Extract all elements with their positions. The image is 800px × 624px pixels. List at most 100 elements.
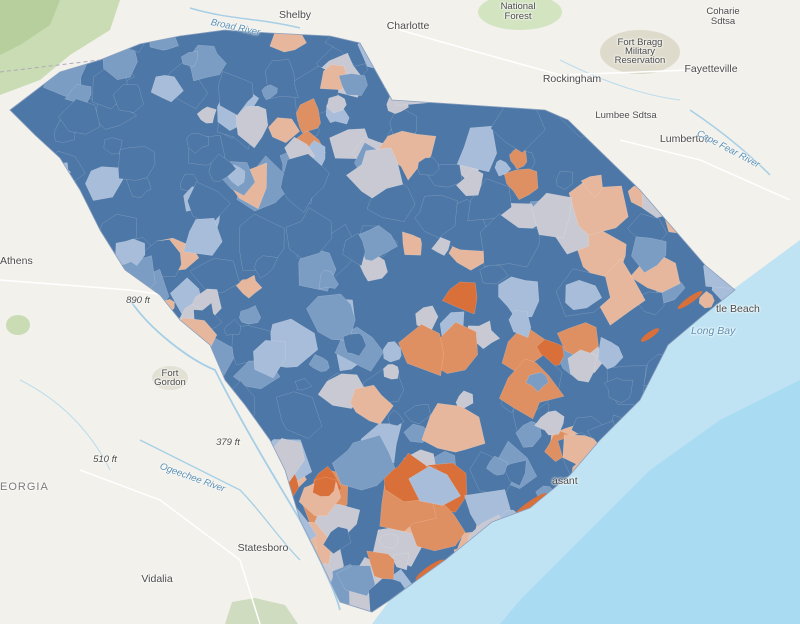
choropleth-tract[interactable] — [295, 98, 321, 133]
choropleth-tract[interactable] — [388, 409, 405, 426]
choropleth-tract[interactable] — [509, 147, 528, 170]
label-fort-gordon-1: Fort — [161, 368, 179, 379]
choropleth-tract[interactable] — [312, 476, 337, 497]
choropleth-tract[interactable] — [118, 146, 156, 181]
coastal-tract[interactable] — [639, 326, 660, 344]
choropleth-tract[interactable] — [498, 358, 565, 420]
choropleth-tract[interactable] — [276, 391, 323, 439]
label-lumberton: Lumberton — [659, 133, 711, 145]
coastal-tract[interactable] — [413, 557, 446, 584]
choropleth-tract[interactable] — [115, 238, 146, 267]
choropleth-tract[interactable] — [338, 73, 368, 96]
choropleth-tract[interactable] — [567, 349, 598, 383]
choropleth-tract[interactable] — [383, 364, 400, 380]
choropleth-tract[interactable] — [294, 377, 313, 391]
label-elevation-890: 890 ft — [126, 295, 150, 306]
minor-river-2 — [559, 59, 681, 101]
choropleth-tract[interactable] — [408, 465, 461, 506]
choropleth-tract[interactable] — [494, 159, 512, 177]
choropleth-tract[interactable] — [403, 404, 431, 425]
choropleth-tract[interactable] — [698, 290, 715, 309]
choropleth-tract[interactable] — [345, 147, 404, 199]
choropleth-tract[interactable] — [253, 340, 286, 379]
choropleth-tract[interactable] — [534, 410, 565, 436]
choropleth-tract[interactable] — [235, 105, 269, 149]
choropleth-tract[interactable] — [421, 402, 486, 453]
choropleth-tract[interactable] — [485, 455, 509, 476]
choropleth-tract[interactable] — [189, 258, 240, 294]
choropleth-tract[interactable] — [223, 319, 241, 336]
choropleth-tract[interactable] — [382, 341, 402, 363]
choropleth-tract[interactable] — [377, 130, 437, 181]
choropleth-tract[interactable] — [490, 105, 546, 154]
choropleth-tract[interactable] — [479, 263, 509, 285]
choropleth-tract[interactable] — [525, 372, 549, 393]
choropleth-tract[interactable] — [58, 98, 101, 135]
choropleth-tract[interactable] — [342, 232, 366, 267]
choropleth-tract[interactable] — [261, 84, 278, 101]
choropleth-tract[interactable] — [431, 236, 451, 256]
choropleth-tract[interactable] — [556, 170, 574, 190]
choropleth-tract[interactable] — [536, 339, 565, 366]
choropleth-tract[interactable] — [580, 174, 603, 198]
choropleth-tract[interactable] — [565, 279, 603, 311]
choropleth-tract[interactable] — [150, 75, 184, 103]
choropleth-tract[interactable] — [398, 323, 444, 377]
choropleth-tract[interactable] — [393, 552, 410, 571]
choropleth-tract[interactable] — [568, 178, 629, 236]
choropleth-tract[interactable] — [239, 305, 262, 325]
choropleth-tract[interactable] — [319, 64, 347, 91]
choropleth-tract[interactable] — [350, 384, 394, 425]
choropleth-tract[interactable] — [402, 231, 422, 256]
choropleth-tract[interactable] — [306, 293, 356, 341]
choropleth-tract[interactable] — [531, 192, 573, 239]
choropleth-tract[interactable] — [414, 194, 458, 239]
choropleth-tract[interactable] — [112, 84, 144, 113]
choropleth-tract[interactable] — [441, 281, 478, 315]
choropleth-tract[interactable] — [308, 354, 330, 372]
choropleth-tract[interactable] — [508, 309, 532, 338]
choropleth-tract[interactable] — [285, 207, 332, 259]
choropleth-tract[interactable] — [455, 390, 474, 412]
choropleth-tract[interactable] — [326, 94, 347, 114]
national-forest-area — [478, 0, 562, 30]
choropleth-tract[interactable] — [318, 270, 339, 290]
choropleth-tract[interactable] — [597, 336, 624, 370]
fort-gordon-area — [152, 366, 188, 390]
choropleth-tract[interactable] — [85, 166, 124, 201]
piedmont-lake — [6, 315, 30, 335]
ocean-deep — [500, 380, 800, 624]
choropleth-tract[interactable] — [322, 526, 352, 555]
choropleth-tract[interactable] — [479, 213, 541, 268]
choropleth-tract[interactable] — [196, 106, 217, 124]
label-mount-pleasant: asant — [552, 475, 578, 487]
choropleth-tract[interactable] — [336, 565, 376, 597]
choropleth-tract[interactable] — [181, 51, 199, 68]
choropleth-tract[interactable] — [455, 167, 484, 197]
choropleth-tract[interactable] — [342, 333, 367, 357]
choropleth-tract[interactable] — [183, 217, 223, 256]
coastal-tract[interactable] — [676, 289, 704, 311]
choropleth-tract[interactable] — [456, 125, 498, 173]
choropleth-tract[interactable] — [603, 377, 634, 404]
choropleth-tract[interactable] — [218, 71, 254, 116]
state-outline — [9, 29, 736, 613]
choropleth-tract[interactable] — [366, 550, 395, 580]
choropleth-tract[interactable] — [331, 434, 396, 491]
choropleth-tract[interactable] — [268, 117, 301, 144]
choropleth-tract[interactable] — [186, 133, 209, 154]
choropleth-tract[interactable] — [631, 236, 667, 274]
choropleth-tract[interactable] — [208, 153, 237, 182]
choropleth-tract[interactable] — [103, 137, 123, 155]
choropleth-tract[interactable] — [253, 255, 279, 279]
label-vidalia: Vidalia — [141, 573, 173, 585]
choropleth-tract[interactable] — [417, 157, 440, 176]
choropleth-tract[interactable] — [377, 533, 399, 549]
choropleth-tract[interactable] — [280, 153, 330, 213]
label-shelby: Shelby — [278, 9, 312, 21]
choropleth-tract[interactable] — [503, 168, 539, 201]
label-fayetteville: Fayetteville — [684, 63, 738, 75]
label-statesboro: Statesboro — [237, 542, 289, 554]
georgia-forest-area — [225, 598, 298, 624]
